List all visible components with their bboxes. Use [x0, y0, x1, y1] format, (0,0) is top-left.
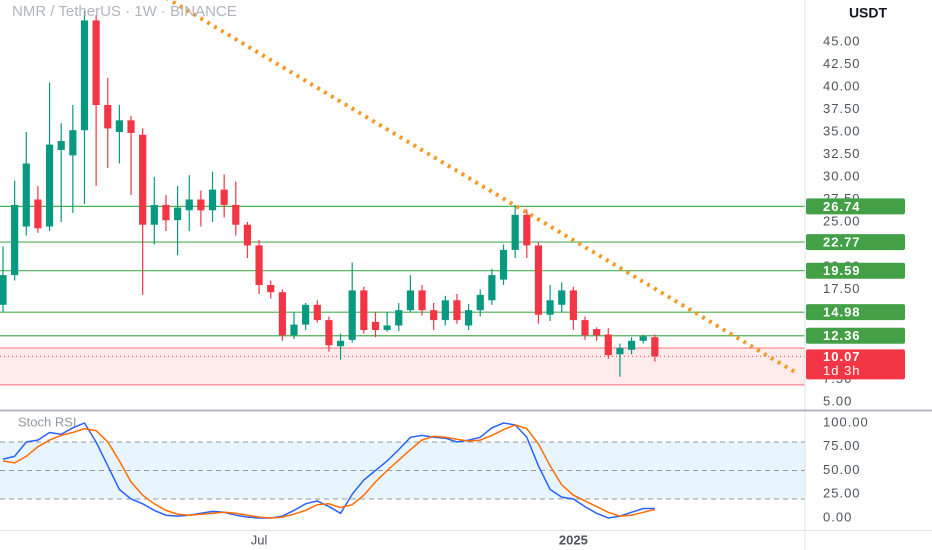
candle-body: [546, 300, 554, 315]
candle-body: [430, 310, 438, 321]
candle-body: [534, 245, 543, 315]
level-label-box: [806, 327, 905, 344]
candle-body: [488, 275, 496, 301]
candle-body: [197, 199, 205, 211]
y-tick-label: 40.00: [823, 78, 861, 93]
candle-body: [651, 337, 659, 357]
series-line: [2, 424, 655, 519]
candle-body: [0, 275, 7, 305]
candle-body: [220, 189, 228, 205]
candle-body: [302, 304, 310, 325]
candle-body: [185, 199, 193, 211]
last-price-box: [806, 349, 905, 380]
y-tick-label: 50.00: [823, 462, 861, 477]
candle-body: [604, 334, 612, 356]
candle-body: [11, 204, 19, 276]
trendline: [165, 0, 796, 374]
level-label: 26.74: [823, 199, 861, 214]
indicator-pane: [0, 422, 805, 519]
last-price-label: 10.07: [823, 349, 861, 364]
candle-body: [162, 204, 170, 221]
y-tick-label: 25.00: [823, 486, 861, 501]
x-tick-label: 2025: [559, 532, 588, 547]
candle-body: [278, 292, 286, 336]
y-tick-label: 25.00: [823, 213, 861, 228]
candle-body: [581, 320, 589, 336]
y-tick-label: 17.50: [823, 281, 861, 296]
candle-body: [453, 300, 461, 321]
candle-body: [69, 130, 77, 156]
candle-body: [569, 290, 577, 321]
candle-body: [511, 214, 519, 250]
candle-body: [232, 204, 240, 225]
candle-body: [406, 290, 414, 311]
candle-body: [92, 20, 100, 106]
candle-body: [22, 163, 30, 227]
series-line: [2, 422, 655, 519]
candle-body: [441, 300, 449, 321]
level-label: 12.36: [823, 328, 861, 343]
candle-body: [127, 120, 135, 133]
level-label-box: [806, 234, 905, 251]
candle-body: [139, 134, 147, 225]
level-label-box: [806, 304, 905, 321]
candle-body: [476, 294, 484, 311]
candle-body: [336, 340, 345, 347]
main-pane: [0, 0, 805, 386]
candle-body: [348, 290, 356, 340]
candle-body: [313, 304, 321, 321]
y-tick-label: 5.00: [823, 393, 852, 408]
level-label: 14.98: [823, 305, 861, 320]
candle-body: [371, 321, 380, 330]
zone: [0, 347, 805, 385]
y-tick-label: 37.50: [823, 101, 861, 116]
candle-body: [360, 290, 368, 330]
candle-body: [267, 285, 275, 293]
candle-body: [383, 325, 391, 330]
candle-body: [150, 204, 158, 225]
candle-body: [243, 224, 252, 246]
chart-title: NMR / TetherUS · 1W · BINANCE: [12, 3, 237, 20]
candle-body: [208, 189, 217, 211]
candle-body: [499, 249, 508, 280]
candle-body: [45, 144, 54, 227]
candle-body: [558, 290, 566, 305]
candle-body: [174, 207, 182, 221]
currency-label: USDT: [849, 5, 888, 21]
level-label: 22.77: [823, 235, 861, 250]
candle-body: [639, 336, 647, 341]
candle-body: [80, 20, 89, 131]
candle-body: [523, 214, 531, 246]
indicator-title: Stoch RSI: [18, 414, 77, 429]
y-tick-label: 45.00: [823, 33, 861, 48]
y-tick-label: 35.00: [823, 123, 861, 138]
x-tick-label: Jul: [251, 532, 268, 547]
candle-body: [616, 347, 624, 355]
y-tick-label: 0.00: [823, 509, 852, 524]
level-label: 19.59: [823, 263, 861, 278]
y-tick-label: 100.00: [823, 414, 869, 429]
level-label-box: [806, 262, 905, 279]
y-tick-label: 30.00: [823, 168, 861, 183]
candle-body: [418, 290, 426, 311]
candle-body: [115, 120, 123, 133]
candle-body: [325, 320, 333, 346]
candle-body: [104, 105, 112, 129]
level-label-box: [806, 198, 905, 215]
candle-body: [593, 329, 601, 336]
candle-body: [465, 310, 473, 326]
candle-body: [255, 245, 263, 286]
countdown-label: 1d 3h: [823, 363, 861, 378]
y-tick-label: 75.00: [823, 438, 861, 453]
candle-body: [395, 310, 403, 326]
y-tick-label: 42.50: [823, 56, 861, 71]
candle-body: [290, 324, 298, 336]
y-tick-label: 32.50: [823, 146, 861, 161]
candle-body: [34, 199, 42, 229]
candle-body: [627, 340, 636, 350]
candle-body: [57, 141, 65, 151]
